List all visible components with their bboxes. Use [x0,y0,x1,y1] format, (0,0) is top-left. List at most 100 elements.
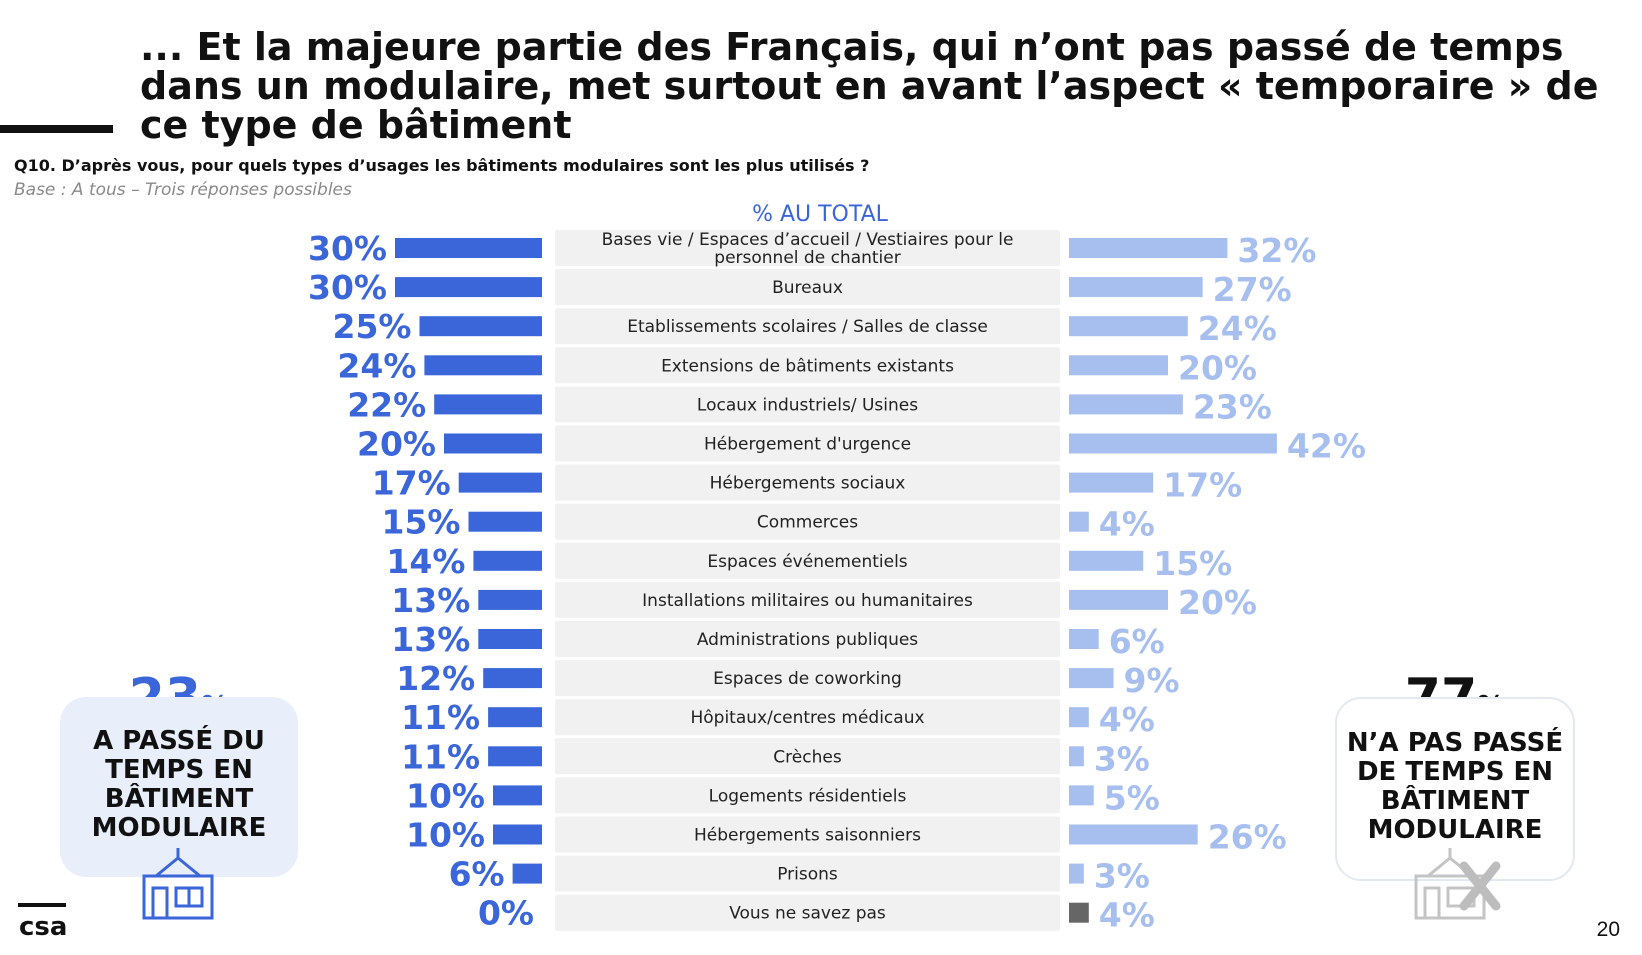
left-bar [473,550,542,571]
right-value-label: 23% [1193,387,1272,426]
right-bar [1069,277,1203,298]
right-value-label: 42% [1287,427,1366,466]
left-bar [493,785,542,806]
left-value-label: 17% [372,464,451,503]
left-bar [483,668,542,689]
right-value-label: 4% [1099,700,1155,739]
category-band [555,503,1060,540]
left-value-label: 30% [308,229,387,268]
page-number: 20 [1596,918,1620,941]
category-band [555,816,1060,853]
category-band [555,621,1060,657]
category-band [555,660,1060,697]
left-value-label: 22% [347,385,426,424]
category-band [555,894,1060,931]
left-bar [468,511,542,532]
left-bar [478,629,542,649]
left-value-label: 12% [396,659,475,698]
left-bar [478,589,542,610]
left-bar [424,355,542,376]
category-band [555,386,1060,423]
left-bar [395,238,542,258]
category-label: Installations militaires ou humanitaires [642,591,973,611]
right-value-label: 4% [1099,505,1155,544]
right-bar [1069,550,1144,571]
category-label: Bureaux [772,278,843,298]
left-value-label: 13% [391,581,470,620]
category-label: Bases vie / Espaces d’accueil / Vestiair… [602,230,1014,250]
category-label: Hébergements saisonniers [694,826,921,846]
right-bar [1069,902,1089,923]
left-value-label: 30% [308,268,387,307]
right-value-label: 5% [1104,778,1160,817]
category-label: Vous ne savez pas [729,904,886,924]
right-bar [1069,238,1228,258]
right-value-label: 3% [1094,739,1150,778]
left-value-label: 20% [357,425,436,464]
left-value-label: 11% [401,698,480,737]
right-summary-text: N’A PAS PASSÉ DE TEMPS EN BÂTIMENT MODUL… [1346,728,1564,845]
category-band [555,308,1060,345]
right-value-label: 3% [1094,857,1150,896]
left-bar [493,824,542,845]
category-band [555,542,1060,579]
right-value-label: 24% [1198,309,1277,348]
left-summary-text: A PASSÉ DU TEMPS EN BÂTIMENT MODULAIRE [91,726,267,843]
title-accent-bar [0,125,113,133]
right-bar [1069,394,1183,415]
left-value-label: 10% [406,816,485,855]
csa-logo: csa [18,903,67,939]
modular-building-icon [142,848,214,920]
category-label: Hébergements sociaux [710,474,906,494]
left-value-label: 24% [337,346,416,385]
category-label: Administrations publiques [697,630,918,650]
category-band [555,777,1060,814]
left-bar [512,863,542,884]
left-value-label: 0% [478,894,534,933]
left-value-label: 10% [406,776,485,815]
category-label: Prisons [777,865,838,885]
left-bar [488,707,542,728]
right-value-label: 9% [1124,661,1180,700]
category-label: Hébergement d'urgence [704,435,911,455]
right-bar [1069,472,1154,493]
category-label: personnel de chantier [714,248,900,268]
category-band [555,425,1060,462]
left-bar [458,472,542,493]
left-bar [488,746,542,767]
category-band [555,269,1060,306]
category-band [555,464,1060,501]
category-label: Crèches [773,747,842,767]
category-label: Espaces de coworking [713,669,902,689]
category-band [555,581,1060,618]
right-value-label: 20% [1178,583,1257,622]
right-bar [1069,433,1277,454]
question-text: Q10. D’après vous, pour quels types d’us… [14,156,870,175]
left-bar [444,433,542,454]
right-summary-box: N’A PAS PASSÉ DE TEMPS EN BÂTIMENT MODUL… [1335,697,1575,881]
right-value-label: 4% [1099,896,1155,935]
left-bar [434,394,542,415]
left-value-label: 15% [382,503,461,542]
category-band [555,699,1060,736]
page-title: ... Et la majeure partie des Français, q… [140,25,1599,147]
left-value-label: 25% [333,307,412,346]
right-value-label: 15% [1153,544,1232,583]
right-bar [1069,785,1094,806]
left-summary-box: A PASSÉ DU TEMPS EN BÂTIMENT MODULAIRE [60,697,298,877]
right-bar [1069,589,1168,610]
category-label: Commerces [757,513,858,533]
right-value-label: 17% [1163,466,1242,505]
right-value-label: 32% [1237,231,1316,270]
category-band [555,738,1060,775]
right-bar [1069,511,1089,532]
base-note: Base : A tous – Trois réponses possibles [14,180,352,200]
left-value-label: 13% [391,620,470,659]
category-band [555,230,1060,266]
category-label: Espaces événementiels [707,552,907,572]
crossed-modular-building-icon [1414,848,1501,920]
category-label: Etablissements scolaires / Salles de cla… [627,317,988,337]
right-bar [1069,824,1198,845]
right-value-label: 27% [1213,270,1292,309]
right-bar [1069,316,1188,337]
